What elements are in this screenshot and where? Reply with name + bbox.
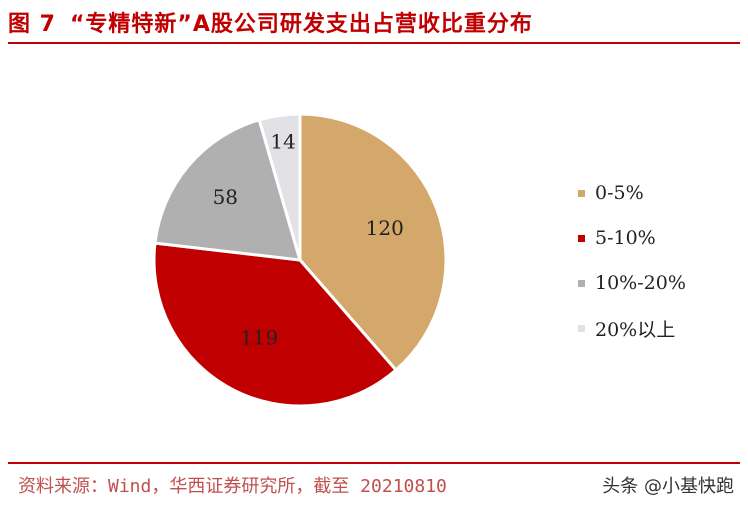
figure-number: 图 7 [8,12,56,37]
legend-swatch [578,279,585,287]
legend-item: 5-10% [578,227,686,249]
pie-slice-1 [298,112,448,373]
legend-label: 0-5% [595,182,644,204]
source-note: 资料来源：Wind，华西证券研究所，截至 20210810 [18,476,447,497]
legend-swatch [578,234,585,242]
pie-slice-3 [153,117,303,262]
footer-divider [8,462,740,464]
data-label-3: 58 [213,185,238,209]
legend-label: 20%以上 [595,318,676,341]
legend-item: 20%以上 [578,317,686,341]
legend-label: 10%-20% [595,272,686,294]
watermark: 头条 @小基快跑 [602,476,734,497]
data-label-1: 120 [366,216,404,240]
title-divider [8,42,740,44]
data-label-4: 14 [270,129,295,153]
figure-title: “专精特新”A股公司研发支出占营收比重分布 [69,12,533,37]
pie-chart: 120 119 58 14 [152,112,448,408]
legend-label: 5-10% [595,227,656,249]
legend-item: 0-5% [578,182,686,204]
pie-slice-4 [257,112,302,261]
data-label-2: 119 [240,326,278,350]
legend-swatch [578,324,585,332]
pie-slice-2 [152,241,399,408]
legend: 0-5% 5-10% 10%-20% 20%以上 [578,182,686,341]
legend-swatch [578,189,585,197]
legend-item: 10%-20% [578,272,686,294]
chart-title: 图 7 “专精特新”A股公司研发支出占营收比重分布 [8,4,740,40]
